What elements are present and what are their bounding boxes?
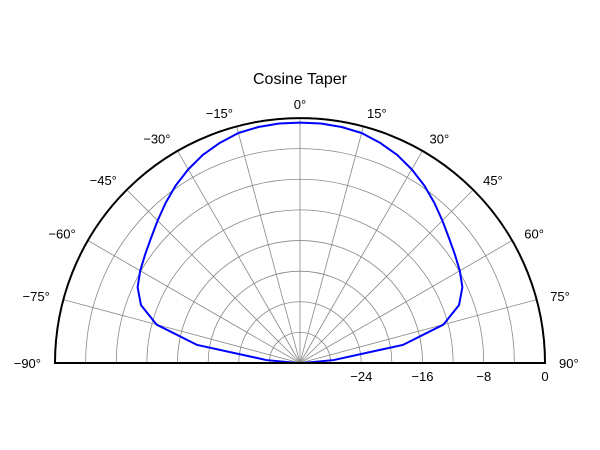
angle-tick-label: −75° [23,289,50,304]
angle-tick-label: 30° [430,132,450,147]
angular-grid-line [299,150,423,364]
angular-grid-line [126,189,301,364]
angular-grid-line [299,189,474,364]
series-layer [136,121,464,364]
radial-tick-label: −24 [350,369,372,384]
angle-tick-label: −30° [143,132,170,147]
chart-title: Cosine Taper [253,71,348,88]
angle-tick-label: −90° [14,356,41,371]
grid [63,118,537,364]
angular-grid-line [87,240,301,364]
angle-tick-label: 45° [483,173,503,188]
angle-tick-label: 90° [559,356,579,371]
angular-grid-line [299,240,513,364]
radial-tick-label: −16 [411,369,433,384]
series-line [136,121,464,364]
outer-frame [53,117,547,364]
angular-grid-line [236,126,301,364]
angle-tick-label: 15° [367,106,387,121]
angle-tick-label: 60° [524,227,544,242]
angular-grid-line [299,299,537,364]
angular-grid-line [177,150,301,364]
plot-frame [53,117,547,364]
radial-tick-label: −8 [476,369,491,384]
angular-grid-line [63,299,301,364]
tick-labels: −90° −75° −60° −45° −30° −15° 0° 15° 30° 45° 60° 75… [14,97,579,384]
angle-tick-label: 0° [294,97,306,112]
angle-tick-label: −45° [90,173,117,188]
radial-tick-label: 0 [541,369,548,384]
angular-grid-line [299,126,364,364]
angle-tick-label: −60° [48,227,75,242]
angle-tick-label: 75° [550,289,570,304]
angle-tick-label: −15° [206,106,233,121]
